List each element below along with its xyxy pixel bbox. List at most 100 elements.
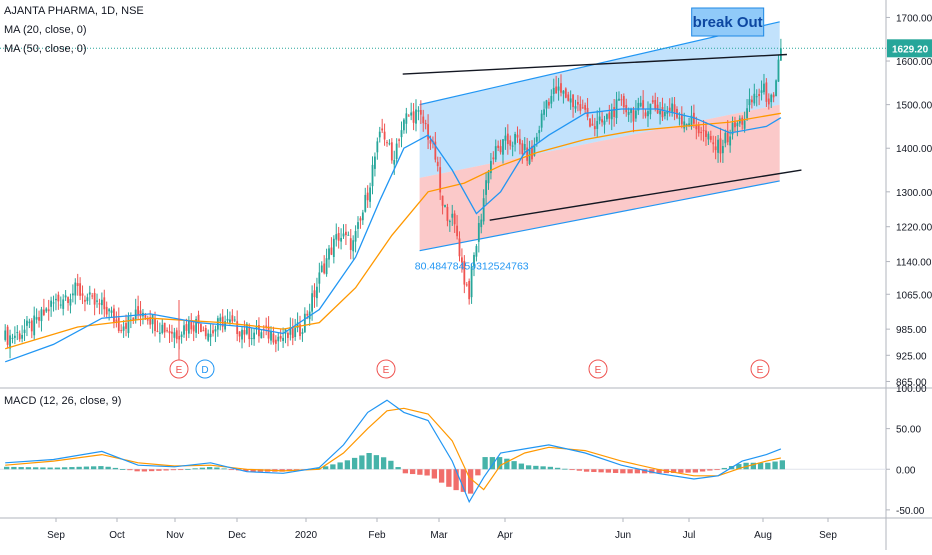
candle-body — [533, 144, 536, 156]
candle-body — [241, 329, 243, 340]
candle-body — [441, 195, 444, 206]
macd-histogram-bar — [366, 453, 372, 470]
macd-histogram-bar — [736, 464, 742, 470]
candle-body — [615, 99, 618, 119]
macd-histogram-bar — [453, 469, 459, 491]
ma20-legend: MA (20, close, 0) — [4, 24, 87, 36]
candle-body — [564, 88, 567, 98]
macd-histogram-bar — [620, 469, 626, 474]
candle-body — [632, 110, 635, 122]
macd-histogram-bar — [685, 469, 691, 473]
macd-histogram-bar — [641, 469, 648, 474]
macd-histogram-bar — [11, 466, 17, 470]
candle-body — [226, 318, 229, 321]
candle-body — [352, 240, 355, 252]
candle-body — [88, 292, 91, 295]
candle-body — [45, 308, 48, 312]
candle-body — [700, 131, 703, 134]
candle-body — [642, 100, 645, 110]
candle-body — [516, 134, 519, 138]
candle-body — [419, 109, 422, 115]
macd-histogram-bar — [402, 469, 409, 474]
macd-histogram-bar — [721, 467, 727, 470]
candle-body — [586, 107, 589, 117]
candle-body — [313, 290, 316, 298]
chart-title: AJANTA PHARMA, 1D, NSE — [4, 5, 144, 17]
candle-body — [91, 295, 94, 297]
macd-histogram-bar — [119, 469, 126, 470]
candle-body — [26, 320, 28, 326]
candle-body — [552, 87, 555, 95]
candle-body — [59, 304, 62, 306]
candle-body — [545, 100, 548, 109]
earnings-marker-label: E — [176, 365, 183, 376]
candle-body — [608, 112, 611, 119]
candle-body — [618, 98, 620, 101]
macd-histogram-bar — [18, 467, 24, 470]
candle-body — [591, 123, 594, 126]
macd-histogram-bar — [670, 469, 677, 473]
candle-body — [659, 110, 661, 115]
macd-histogram-bar — [47, 467, 53, 470]
candle-body — [16, 332, 19, 334]
candle-body — [453, 213, 456, 225]
candle-body — [195, 318, 198, 333]
macd-histogram-bar — [388, 460, 394, 470]
candle-body — [238, 331, 241, 337]
earnings-marker-label: E — [595, 365, 602, 376]
candle-body — [405, 113, 408, 124]
candle-body — [705, 130, 707, 137]
price-tick-label: 985.00 — [896, 325, 927, 336]
candle-body — [35, 317, 38, 320]
candle-body — [663, 112, 666, 117]
price-tick-label: 865.00 — [896, 377, 927, 388]
macd-histogram-bar — [518, 463, 525, 470]
macd-histogram-bar — [714, 469, 720, 471]
candle-body — [709, 136, 712, 140]
candle-body — [277, 336, 280, 342]
macd-histogram-bar — [134, 469, 140, 472]
macd-histogram-bar — [250, 469, 256, 472]
candle-body — [299, 324, 301, 337]
candle-body — [613, 107, 616, 117]
candle-body — [647, 111, 649, 117]
candle-body — [154, 318, 156, 332]
candle-body — [301, 332, 304, 334]
candle-body — [40, 309, 43, 322]
candle-body — [96, 300, 98, 302]
macd-histogram-bar — [438, 469, 445, 483]
macd-histogram-bar — [330, 464, 336, 470]
macd-histogram-bar — [185, 468, 191, 470]
breakout-label-box — [691, 7, 765, 37]
macd-histogram-bar — [699, 469, 706, 472]
candle-body — [434, 141, 437, 160]
macd-histogram-bar — [127, 469, 133, 471]
candle-body — [18, 333, 21, 340]
candle-body — [557, 86, 560, 91]
candle-body — [296, 322, 299, 328]
candle-body — [567, 94, 570, 101]
candle-body — [485, 180, 487, 195]
candle-body — [448, 220, 451, 223]
candle-body — [248, 326, 251, 340]
candle-body — [610, 109, 613, 120]
candle-body — [456, 225, 458, 237]
candle-body — [461, 257, 463, 263]
candle-body — [265, 325, 268, 327]
price-tick-label: 1400.00 — [896, 144, 932, 155]
candle-body — [117, 317, 120, 332]
candle-body — [403, 119, 405, 131]
candle-body — [499, 146, 502, 153]
candle-body — [772, 94, 775, 98]
candle-body — [62, 299, 65, 309]
candle-body — [651, 100, 654, 103]
candle-body — [550, 95, 553, 104]
macd-histogram-bar — [591, 469, 597, 473]
ma20-line — [4, 108, 782, 363]
candle-body — [347, 234, 350, 236]
candle-body — [763, 83, 765, 93]
candle-body — [291, 328, 294, 339]
